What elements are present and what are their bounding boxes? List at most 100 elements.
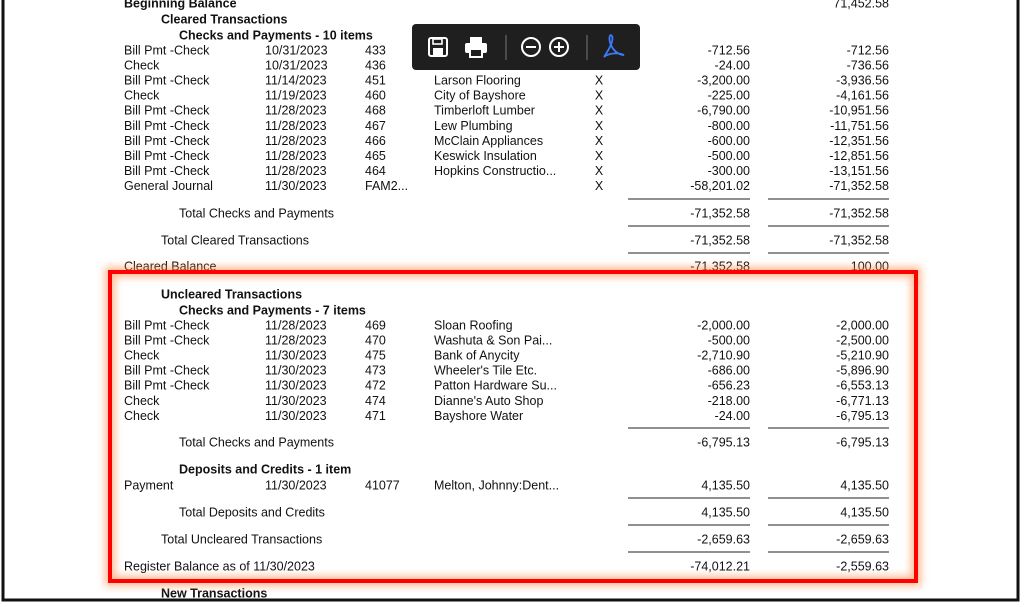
txn-date: 10/31/2023 [265, 58, 328, 72]
txn-balance: -3,936.56 [836, 73, 889, 87]
txn-date: 11/30/2023 [265, 364, 327, 378]
open-pdf-button[interactable] [603, 34, 625, 58]
zoom-in-button[interactable] [549, 37, 569, 57]
print-button[interactable] [465, 37, 487, 58]
txn-type: Bill Pmt -Check [124, 43, 210, 57]
txn-balance: -2,500.00 [836, 333, 889, 347]
total-balance: -6,795.13 [836, 435, 889, 449]
pdf-toolbar [412, 24, 640, 70]
total-amount: -71,352.58 [690, 206, 750, 220]
total-balance: -71,352.58 [829, 206, 889, 220]
txn-type: Check [124, 58, 160, 72]
txn-num: 474 [365, 394, 386, 408]
txn-num: 465 [365, 149, 386, 163]
txn-amount: -58,201.02 [690, 179, 750, 193]
txn-balance: -12,851.56 [829, 149, 889, 163]
txn-name: Keswick Insulation [434, 149, 537, 163]
txn-type: Bill Pmt -Check [124, 73, 210, 87]
total-balance: -2,659.63 [836, 532, 889, 546]
txn-amount: -300.00 [708, 164, 750, 178]
txn-date: 11/28/2023 [265, 134, 327, 148]
txn-date: 11/30/2023 [265, 379, 327, 393]
txn-balance: -71,352.58 [829, 179, 889, 193]
txn-num: 475 [365, 348, 386, 362]
txn-amount: -218.00 [708, 394, 750, 408]
subsection-title: Deposits and Credits - 1 item [179, 462, 351, 476]
txn-type: Bill Pmt -Check [124, 318, 210, 332]
txn-date: 11/19/2023 [265, 89, 327, 103]
txn-date: 11/30/2023 [265, 394, 327, 408]
txn-amount: 4,135.50 [701, 478, 750, 492]
subsection-title: Checks and Payments - 7 items [179, 303, 366, 317]
txn-cleared: X [595, 164, 604, 178]
txn-date: 11/28/2023 [265, 104, 327, 118]
txn-balance: -2,000.00 [836, 318, 889, 332]
subsection-title: Checks and Payments - 10 items [179, 28, 373, 42]
txn-num: 433 [365, 43, 386, 57]
total-balance: 4,135.50 [840, 505, 889, 519]
txn-cleared: X [595, 89, 604, 103]
txn-amount: -712.56 [708, 43, 750, 57]
txn-amount: -3,200.00 [697, 73, 750, 87]
total-balance: -2,559.63 [836, 559, 889, 573]
txn-balance: -6,771.13 [836, 394, 889, 408]
txn-balance: -10,951.56 [829, 104, 889, 118]
txn-name: Bayshore Water [434, 409, 523, 423]
total-amount: -71,352.58 [690, 233, 750, 247]
total-label: Total Uncleared Transactions [161, 532, 322, 546]
txn-balance: -5,210.90 [836, 348, 889, 362]
save-button[interactable] [428, 37, 448, 57]
txn-amount: -656.23 [708, 379, 750, 393]
txn-balance: -4,161.56 [836, 89, 889, 103]
txn-type: Bill Pmt -Check [124, 134, 210, 148]
txn-balance: -6,795.13 [836, 409, 889, 423]
txn-balance: -13,151.56 [829, 164, 889, 178]
txn-type: Bill Pmt -Check [124, 104, 210, 118]
txn-type: Bill Pmt -Check [124, 149, 210, 163]
total-label: Total Checks and Payments [179, 435, 334, 449]
txn-num: 466 [365, 134, 386, 148]
section-title: New Transactions [161, 586, 267, 600]
txn-date: 11/30/2023 [265, 179, 327, 193]
txn-num: FAM2... [365, 179, 408, 193]
txn-num: 460 [365, 89, 386, 103]
txn-name: Melton, Johnny:Dent... [434, 478, 559, 492]
txn-num: 470 [365, 333, 386, 347]
txn-num: 467 [365, 119, 386, 133]
txn-name: Lew Plumbing [434, 119, 513, 133]
txn-num: 41077 [365, 478, 400, 492]
txn-num: 464 [365, 164, 386, 178]
txn-type: Bill Pmt -Check [124, 379, 210, 393]
txn-date: 11/28/2023 [265, 119, 327, 133]
txn-type: General Journal [124, 179, 213, 193]
txn-date: 11/28/2023 [265, 318, 327, 332]
txn-name: Larson Flooring [434, 73, 521, 87]
txn-amount: -600.00 [708, 134, 750, 148]
txn-name: Wheeler's Tile Etc. [434, 364, 537, 378]
txn-amount: -2,000.00 [697, 318, 750, 332]
section-title: Cleared Transactions [161, 12, 287, 26]
txn-date: 11/28/2023 [265, 164, 327, 178]
txn-name: Patton Hardware Su... [434, 379, 557, 393]
total-balance: -71,352.58 [829, 233, 889, 247]
txn-date: 11/30/2023 [265, 409, 327, 423]
txn-amount: -800.00 [708, 119, 750, 133]
txn-num: 472 [365, 379, 386, 393]
txn-type: Check [124, 348, 160, 362]
txn-balance: -12,351.56 [829, 134, 889, 148]
txn-name: Timberloft Lumber [434, 104, 535, 118]
txn-name: Hopkins Constructio... [434, 164, 556, 178]
txn-name: Washuta & Son Pai... [434, 333, 552, 347]
txn-amount: -500.00 [708, 333, 750, 347]
txn-cleared: X [595, 179, 604, 193]
txn-cleared: X [595, 149, 604, 163]
txn-cleared: X [595, 104, 604, 118]
txn-num: 436 [365, 58, 386, 72]
txn-type: Bill Pmt -Check [124, 333, 210, 347]
txn-name: McClain Appliances [434, 134, 543, 148]
txn-balance: -712.56 [847, 43, 889, 57]
zoom-out-button[interactable] [521, 37, 541, 57]
txn-type: Check [124, 409, 160, 423]
